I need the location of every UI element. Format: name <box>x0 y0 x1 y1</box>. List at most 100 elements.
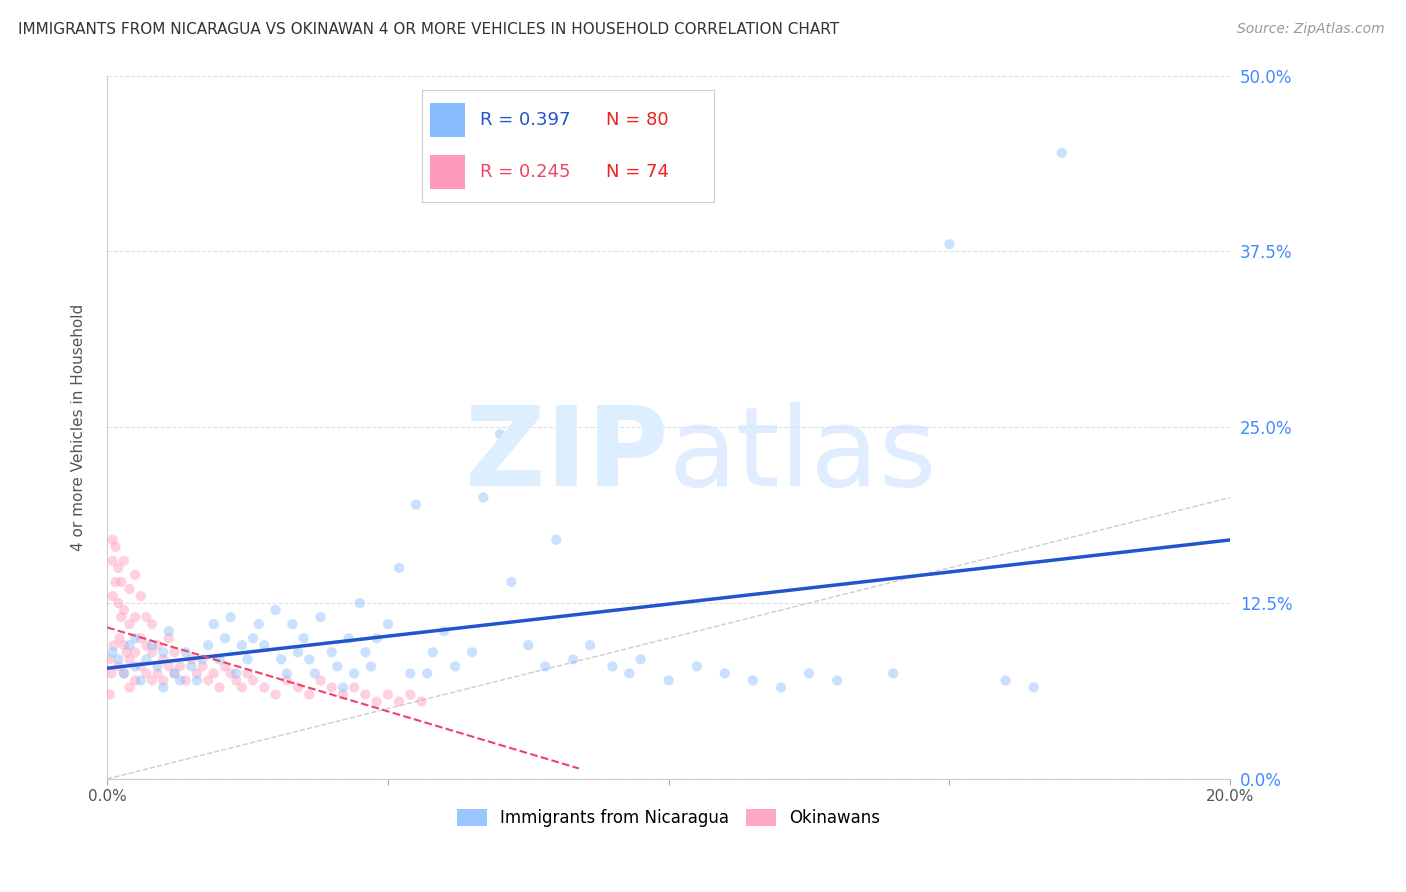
Point <box>264 688 287 702</box>
Point <box>163 666 186 681</box>
Point <box>108 632 131 646</box>
Point <box>304 666 326 681</box>
Point <box>276 673 298 688</box>
Point <box>630 652 652 666</box>
Point <box>202 666 225 681</box>
Text: Source: ZipAtlas.com: Source: ZipAtlas.com <box>1237 22 1385 37</box>
Point <box>225 673 247 688</box>
Point <box>292 632 315 646</box>
Point <box>152 652 174 666</box>
Point <box>825 673 848 688</box>
Point <box>197 638 219 652</box>
Point <box>180 652 202 666</box>
Point <box>337 632 360 646</box>
Point <box>152 645 174 659</box>
Point <box>399 666 422 681</box>
Point <box>562 652 585 666</box>
Point <box>354 688 377 702</box>
Point <box>107 659 129 673</box>
Point <box>163 645 186 659</box>
Point <box>236 666 259 681</box>
Point <box>101 589 124 603</box>
Point <box>1050 145 1073 160</box>
Point <box>124 645 146 659</box>
Point <box>433 624 456 639</box>
Point <box>141 638 163 652</box>
Point <box>135 652 157 666</box>
Point <box>124 610 146 624</box>
Point <box>276 666 298 681</box>
Point <box>287 681 309 695</box>
Point <box>242 673 264 688</box>
Point <box>118 638 141 652</box>
Point <box>146 638 169 652</box>
Point <box>110 610 132 624</box>
Point <box>146 666 169 681</box>
Point <box>489 427 512 442</box>
Point <box>186 673 208 688</box>
Text: atlas: atlas <box>669 402 938 508</box>
Point <box>124 568 146 582</box>
Point <box>388 561 411 575</box>
Point <box>141 617 163 632</box>
Point <box>247 617 270 632</box>
Point <box>366 694 388 708</box>
Point <box>354 645 377 659</box>
Point <box>124 659 146 673</box>
Point <box>129 673 152 688</box>
Point <box>107 596 129 610</box>
Point <box>208 652 231 666</box>
Point <box>169 659 191 673</box>
Point <box>208 681 231 695</box>
Point <box>253 638 276 652</box>
Point <box>377 688 399 702</box>
Point <box>169 673 191 688</box>
Point <box>214 659 236 673</box>
Point <box>163 666 186 681</box>
Point <box>100 666 122 681</box>
Point <box>741 673 763 688</box>
Point <box>349 596 371 610</box>
Point <box>405 498 427 512</box>
Point <box>112 638 135 652</box>
Point <box>321 681 343 695</box>
Point <box>112 554 135 568</box>
Point <box>287 645 309 659</box>
Point <box>219 610 242 624</box>
Point <box>98 688 121 702</box>
Point <box>472 491 495 505</box>
Point <box>118 617 141 632</box>
Point <box>343 681 366 695</box>
Point <box>517 638 540 652</box>
Point <box>152 681 174 695</box>
Point <box>309 610 332 624</box>
Point <box>197 673 219 688</box>
Point <box>461 645 484 659</box>
Point <box>118 582 141 596</box>
Point <box>281 617 304 632</box>
Point <box>202 617 225 632</box>
Point <box>658 673 681 688</box>
Legend: Immigrants from Nicaragua, Okinawans: Immigrants from Nicaragua, Okinawans <box>450 803 887 834</box>
Point <box>231 638 253 652</box>
Point <box>146 659 169 673</box>
Point <box>112 666 135 681</box>
Y-axis label: 4 or more Vehicles in Household: 4 or more Vehicles in Household <box>72 303 86 551</box>
Point <box>994 673 1017 688</box>
Point <box>501 574 523 589</box>
Point <box>416 666 439 681</box>
Point <box>714 666 737 681</box>
Point <box>343 666 366 681</box>
Point <box>882 666 904 681</box>
Point <box>298 652 321 666</box>
Point <box>797 666 820 681</box>
Point <box>141 673 163 688</box>
Point <box>101 645 124 659</box>
Point <box>101 533 124 547</box>
Point <box>180 659 202 673</box>
Point <box>579 638 602 652</box>
Point <box>242 632 264 646</box>
Point <box>129 659 152 673</box>
Point <box>546 533 568 547</box>
Point <box>236 652 259 666</box>
